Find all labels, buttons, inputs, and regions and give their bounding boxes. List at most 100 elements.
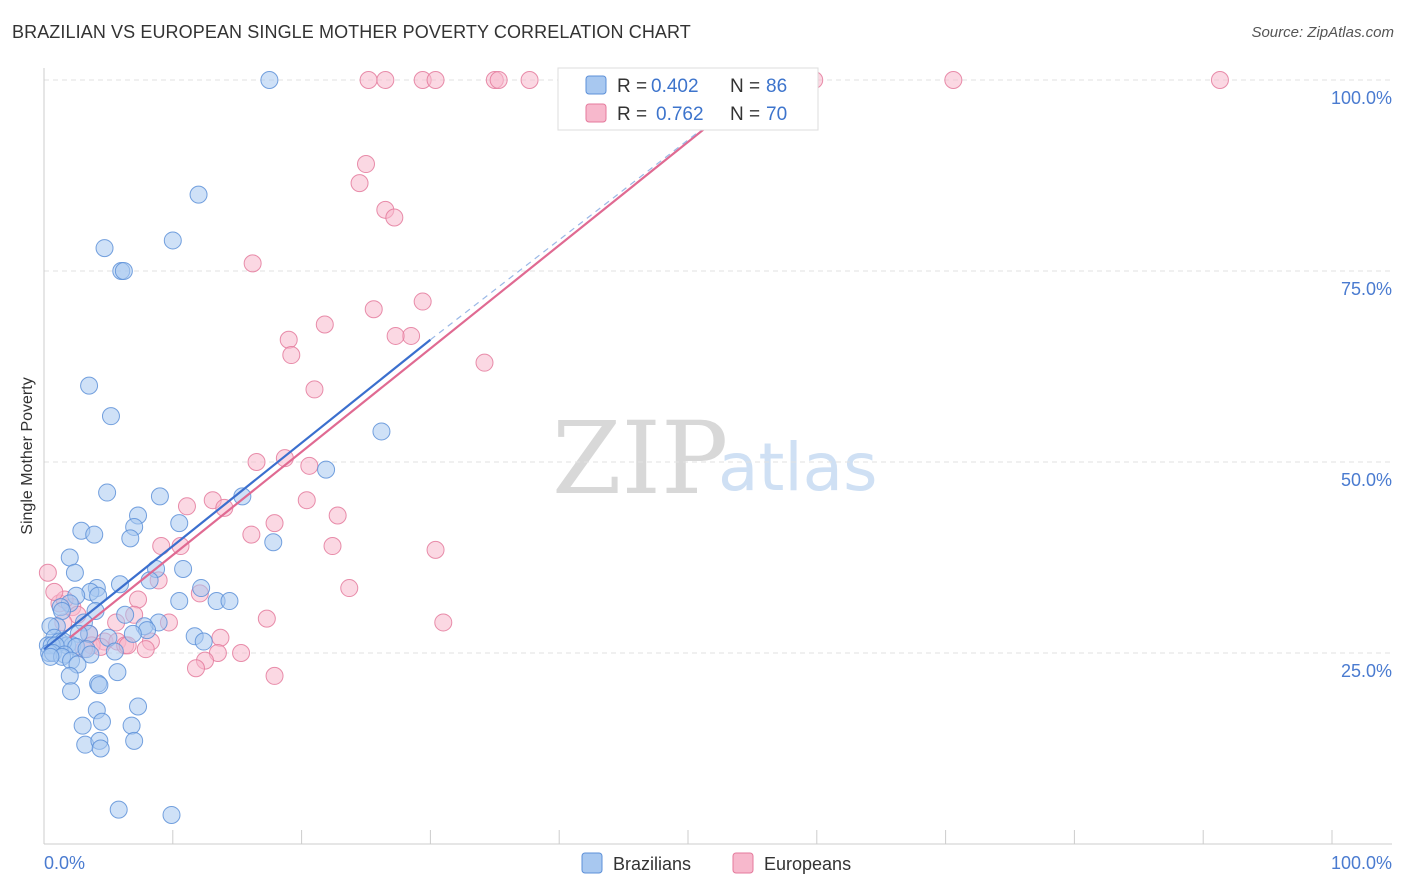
point-europeans-6 — [520, 71, 539, 89]
point-europeans-0 — [359, 71, 378, 89]
point-brazilians-2 — [163, 231, 182, 250]
legend-r-value-brazilians: 0.402 — [651, 76, 699, 97]
point-brazilians-33 — [220, 592, 239, 611]
point-brazilians-67 — [41, 647, 60, 666]
point-europeans-45 — [257, 609, 276, 628]
point-europeans-31 — [328, 506, 347, 525]
point-brazilians-8 — [372, 422, 391, 441]
bottom-legend-label-europeans: Europeans — [764, 854, 851, 874]
point-europeans-35 — [152, 537, 171, 556]
legend-n-value-europeans: 70 — [766, 104, 787, 125]
watermark-atlas: atlas — [718, 429, 878, 506]
point-brazilians-73 — [90, 676, 109, 695]
legend-n-label-brazilians: N = — [730, 76, 760, 97]
point-brazilians-38 — [116, 605, 135, 624]
point-europeans-29 — [177, 497, 196, 516]
trendline-europeans — [69, 79, 766, 639]
point-brazilians-77 — [73, 716, 92, 735]
point-brazilians-78 — [92, 712, 111, 731]
trend-lines — [43, 79, 766, 651]
x-tick-label-max: 100.0% — [1331, 853, 1392, 873]
point-europeans-32 — [265, 514, 284, 533]
legend-r-label-europeans: R = — [617, 104, 647, 125]
y-tick-label-75: 75.0% — [1341, 279, 1392, 299]
point-europeans-5 — [489, 71, 508, 89]
point-brazilians-10 — [98, 483, 117, 502]
point-brazilians-79 — [122, 716, 141, 735]
gridlines — [44, 79, 1392, 654]
point-brazilians-46 — [123, 624, 142, 643]
point-brazilians-9 — [317, 460, 336, 479]
point-europeans-39 — [340, 579, 359, 598]
point-brazilians-36 — [53, 601, 72, 620]
point-europeans-66 — [45, 582, 64, 601]
legend-n-value-brazilians: 86 — [766, 76, 787, 97]
point-europeans-37 — [426, 540, 445, 559]
point-brazilians-83 — [91, 739, 110, 758]
point-brazilians-31 — [170, 592, 189, 611]
legend-n-label-europeans: N = — [730, 104, 760, 125]
point-brazilians-0 — [260, 71, 279, 89]
point-europeans-23 — [305, 380, 324, 399]
point-brazilians-84 — [109, 800, 128, 819]
point-brazilians-17 — [85, 525, 104, 544]
point-brazilians-6 — [80, 376, 99, 395]
point-brazilians-11 — [150, 487, 169, 506]
point-europeans-19 — [402, 326, 421, 345]
point-europeans-60 — [232, 644, 251, 662]
point-brazilians-19 — [264, 533, 283, 552]
point-brazilians-74 — [62, 682, 81, 701]
point-europeans-11 — [350, 174, 369, 193]
point-europeans-9 — [1210, 71, 1229, 89]
point-europeans-21 — [282, 346, 301, 365]
point-brazilians-61 — [105, 642, 124, 661]
point-europeans-14 — [243, 254, 262, 273]
point-brazilians-27 — [192, 579, 211, 598]
point-europeans-62 — [186, 659, 205, 678]
point-brazilians-21 — [174, 559, 193, 578]
point-europeans-33 — [242, 525, 261, 544]
point-europeans-28 — [297, 491, 316, 510]
point-brazilians-7 — [101, 407, 120, 426]
point-europeans-36 — [323, 537, 342, 556]
point-europeans-64 — [38, 563, 57, 582]
point-europeans-17 — [315, 315, 334, 334]
bottom-legend-swatch-brazilians — [581, 852, 603, 874]
point-europeans-22 — [475, 353, 494, 372]
point-brazilians-20 — [60, 548, 79, 567]
watermark-zip: ZIP — [552, 400, 728, 517]
y-tick-label-25: 25.0% — [1341, 661, 1392, 681]
point-brazilians-85 — [162, 805, 181, 824]
chart-title: BRAZILIAN VS EUROPEAN SINGLE MOTHER POVE… — [12, 22, 691, 42]
source-credit: Source: ZipAtlas.com — [1251, 24, 1394, 41]
point-europeans-16 — [364, 300, 383, 319]
point-europeans-8 — [944, 71, 963, 89]
bottom-legend-swatch-europeans — [732, 852, 754, 874]
series-legend: Brazilians Europeans — [581, 852, 851, 874]
y-tick-label-100: 100.0% — [1331, 88, 1392, 108]
point-brazilians-14 — [170, 514, 189, 533]
x-axis-ticks — [172, 830, 1333, 844]
point-europeans-3 — [426, 71, 445, 89]
point-brazilians-24 — [110, 575, 129, 594]
point-brazilians-52 — [194, 632, 213, 651]
point-brazilians-5 — [114, 262, 133, 280]
data-points — [38, 71, 1229, 824]
point-europeans-24 — [247, 453, 266, 471]
bottom-legend-label-brazilians: Brazilians — [613, 854, 691, 874]
point-brazilians-75 — [129, 697, 148, 716]
point-brazilians-82 — [125, 731, 144, 750]
x-tick-label-min: 0.0% — [44, 853, 85, 873]
point-europeans-41 — [129, 590, 148, 609]
point-europeans-1 — [376, 71, 395, 89]
point-europeans-13 — [385, 208, 404, 227]
legend-r-label-brazilians: R = — [617, 76, 647, 97]
point-europeans-26 — [300, 456, 319, 475]
point-brazilians-3 — [95, 239, 114, 258]
point-brazilians-65 — [81, 645, 100, 664]
point-brazilians-1 — [189, 185, 208, 204]
point-europeans-46 — [434, 613, 453, 632]
point-europeans-50 — [211, 628, 230, 647]
point-europeans-10 — [357, 155, 375, 174]
